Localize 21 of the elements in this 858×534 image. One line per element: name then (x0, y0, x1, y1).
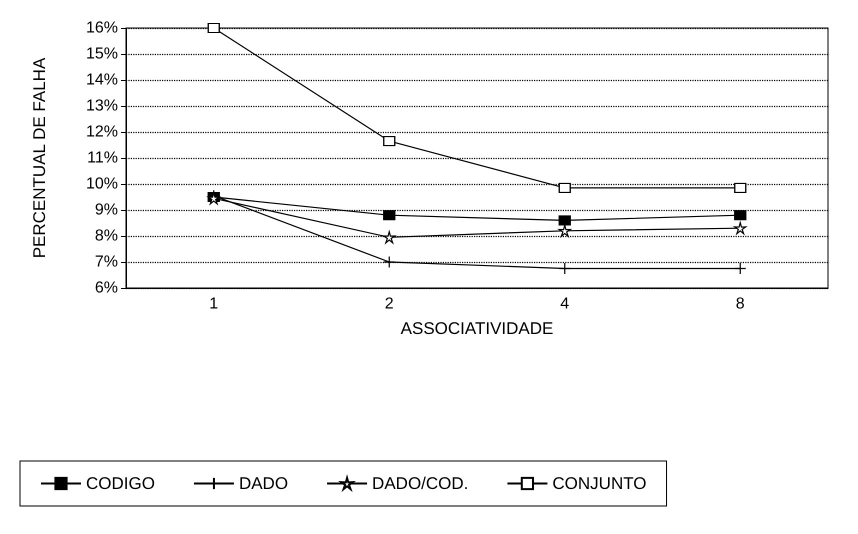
x-tick-label: 8 (736, 296, 745, 312)
y-tick-label: 15% (86, 46, 118, 62)
y-tick-label: 11% (87, 150, 118, 166)
x-tick-label: 1 (209, 296, 218, 312)
y-tick-label: 12% (86, 124, 118, 140)
legend-label: CONJUNTO (552, 474, 647, 493)
legend-label: CODIGO (86, 474, 155, 493)
y-tick-label: 16% (86, 20, 118, 36)
x-axis-title: ASSOCIATIVIDADE (400, 319, 554, 338)
legend-label: DADO/COD. (372, 474, 468, 493)
y-tick-label: 6% (94, 280, 118, 296)
y-tick-label: 10% (86, 176, 118, 192)
y-tick-label: 9% (94, 202, 118, 218)
y-tick-label: 7% (94, 254, 118, 270)
y-tick-label: 8% (94, 228, 118, 244)
y-tick-label: 14% (86, 72, 118, 88)
y-tick-label: 13% (86, 98, 118, 114)
y-axis-title: PERCENTUAL DE FALHA (30, 57, 49, 258)
legend-label: DADO (238, 474, 288, 493)
x-tick-label: 2 (384, 296, 394, 312)
x-tick-label: 4 (560, 296, 570, 312)
